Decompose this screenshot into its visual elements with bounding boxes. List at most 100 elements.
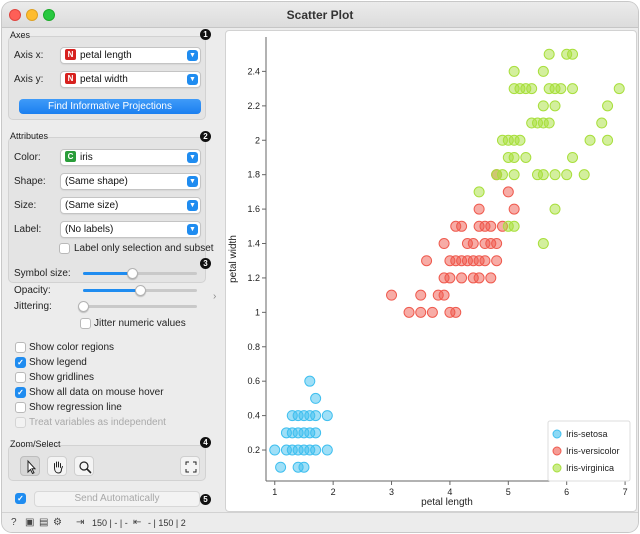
send-automatically-checkbox[interactable]: ✓ [15,493,26,504]
data-point[interactable] [508,203,520,215]
data-point[interactable] [613,83,625,95]
data-point[interactable] [310,410,322,422]
find-informative-projections-button[interactable]: Find Informative Projections [19,99,201,114]
data-point[interactable] [473,186,485,198]
jitter-numeric-checkbox[interactable] [80,318,91,329]
data-point[interactable] [596,117,608,129]
data-point[interactable] [549,203,561,215]
jittering-slider[interactable] [78,301,197,312]
label-only-selection-checkbox[interactable] [59,243,70,254]
data-point[interactable] [421,255,433,267]
opacity-handle[interactable] [135,285,146,296]
data-point[interactable] [549,100,561,112]
data-point[interactable] [403,306,415,318]
data-point[interactable] [280,427,292,439]
data-point[interactable] [275,461,287,473]
data-point[interactable] [526,83,538,95]
data-point[interactable] [543,117,555,129]
data-point[interactable] [450,220,462,232]
plot-area[interactable]: 1 2 3 4 5 6 7 0.2 0.4 0.6 0.8 1 1.2 1.4 1.6 1.8 2 2.2 2.4 p… [225,30,637,512]
data-point[interactable] [438,238,450,250]
data-point[interactable] [491,255,503,267]
data-point[interactable] [543,48,555,60]
data-point[interactable] [438,289,450,301]
jittering-handle[interactable] [78,301,89,312]
data-point[interactable] [555,83,567,95]
data-point[interactable] [602,100,614,112]
option-checkbox-legend[interactable]: ✓ [15,357,26,368]
output-icon: ⇤ [133,517,142,528]
data-point[interactable] [496,169,508,181]
data-point[interactable] [567,83,579,95]
data-point[interactable] [508,65,520,77]
data-point[interactable] [485,272,497,284]
close-window-button[interactable] [9,9,21,21]
select-tool-button[interactable] [20,456,40,476]
data-point[interactable] [584,134,596,146]
data-point[interactable] [520,151,532,163]
help-icon[interactable]: ? [11,517,17,528]
data-point[interactable] [456,272,468,284]
data-point[interactable] [537,169,549,181]
data-point[interactable] [426,306,438,318]
data-point[interactable] [537,238,549,250]
data-point[interactable] [386,289,398,301]
data-point[interactable] [567,48,579,60]
data-point[interactable] [479,255,491,267]
data-point[interactable] [567,151,579,163]
data-point[interactable] [415,306,427,318]
option-checkbox-gridlines[interactable] [15,372,26,383]
reset-zoom-button[interactable] [180,456,200,476]
data-point[interactable] [298,461,310,473]
data-point[interactable] [508,169,520,181]
data-point[interactable] [578,169,590,181]
zoom-window-button[interactable] [43,9,55,21]
data-point[interactable] [502,186,514,198]
symbol-size-handle[interactable] [127,268,139,279]
settings-icon[interactable]: ⚙ [53,517,62,528]
minimize-window-button[interactable] [26,9,38,21]
data-point[interactable] [508,220,520,232]
data-point[interactable] [491,238,503,250]
data-point[interactable] [304,375,316,387]
data-point[interactable] [561,169,573,181]
symbol-size-slider[interactable] [83,268,197,279]
data-point[interactable] [473,203,485,215]
pan-tool-button[interactable] [47,456,67,476]
data-point[interactable] [321,444,333,456]
opacity-slider[interactable] [83,285,197,296]
option-checkbox-regression[interactable] [15,402,26,413]
save-icon[interactable]: ▣ [25,517,35,528]
data-point[interactable] [269,444,281,456]
data-point[interactable] [602,134,614,146]
size-combo[interactable]: (Same size) ▼ [60,197,201,214]
data-point[interactable] [537,65,549,77]
chevron-right-icon[interactable]: › [213,291,217,302]
data-point[interactable] [310,392,322,404]
option-checkbox-hover[interactable]: ✓ [15,387,26,398]
data-point[interactable] [321,410,333,422]
data-point[interactable] [310,444,322,456]
option-checkbox-color-regions[interactable] [15,342,26,353]
data-point[interactable] [549,169,561,181]
data-point[interactable] [444,272,456,284]
report-icon[interactable]: ▤ [39,517,49,528]
data-point[interactable] [461,238,473,250]
data-point[interactable] [537,100,549,112]
shape-combo[interactable]: (Same shape) ▼ [60,173,201,190]
data-point[interactable] [292,410,304,422]
label-combo[interactable]: (No labels) ▼ [60,221,201,238]
data-point[interactable] [485,220,497,232]
data-point[interactable] [514,134,526,146]
data-point[interactable] [304,427,316,439]
label-only-selection-label: Label only selection and subset [74,243,214,254]
data-point[interactable] [415,289,427,301]
data-point[interactable] [450,306,462,318]
data-point[interactable] [508,151,520,163]
scatter-chart[interactable]: 1 2 3 4 5 6 7 0.2 0.4 0.6 0.8 1 1.2 1.4 1.6 1.8 2 2.2 2.4 p… [226,31,636,511]
data-point[interactable] [473,272,485,284]
zoom-tool-button[interactable] [74,456,94,476]
